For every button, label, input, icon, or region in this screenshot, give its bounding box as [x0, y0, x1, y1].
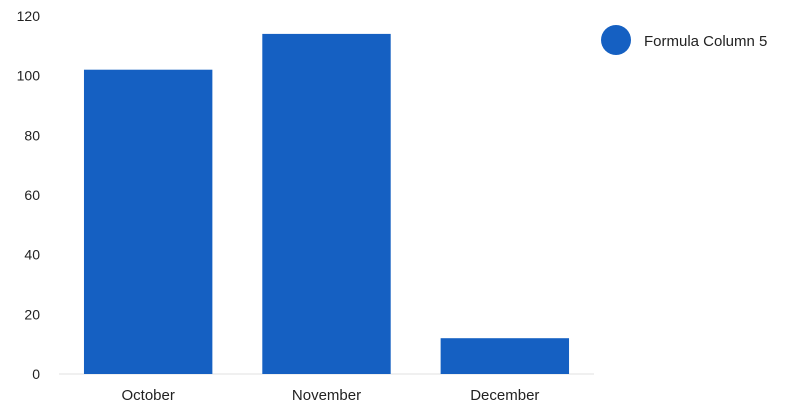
- y-tick-label: 0: [32, 366, 40, 382]
- y-tick-label: 100: [17, 68, 41, 84]
- y-tick-label: 80: [24, 127, 40, 143]
- y-tick-label: 20: [24, 306, 40, 322]
- bar-november[interactable]: [262, 33, 391, 375]
- x-tick-label: November: [292, 387, 361, 404]
- x-tick-label: December: [470, 387, 539, 404]
- bar-december[interactable]: [440, 338, 570, 374]
- y-axis-ticks: 0 20 40 60 80 100 120: [17, 8, 41, 382]
- legend-label: Formula Column 5: [644, 33, 767, 50]
- y-tick-label: 40: [24, 247, 40, 263]
- x-axis-labels: October November December: [121, 387, 539, 404]
- legend-marker: [601, 25, 631, 55]
- bar-series: [83, 33, 570, 375]
- legend: Formula Column 5: [601, 25, 767, 55]
- x-tick-label: October: [121, 387, 174, 404]
- y-tick-label: 60: [24, 187, 40, 203]
- bar-october[interactable]: [83, 69, 213, 374]
- y-tick-label: 120: [17, 8, 41, 24]
